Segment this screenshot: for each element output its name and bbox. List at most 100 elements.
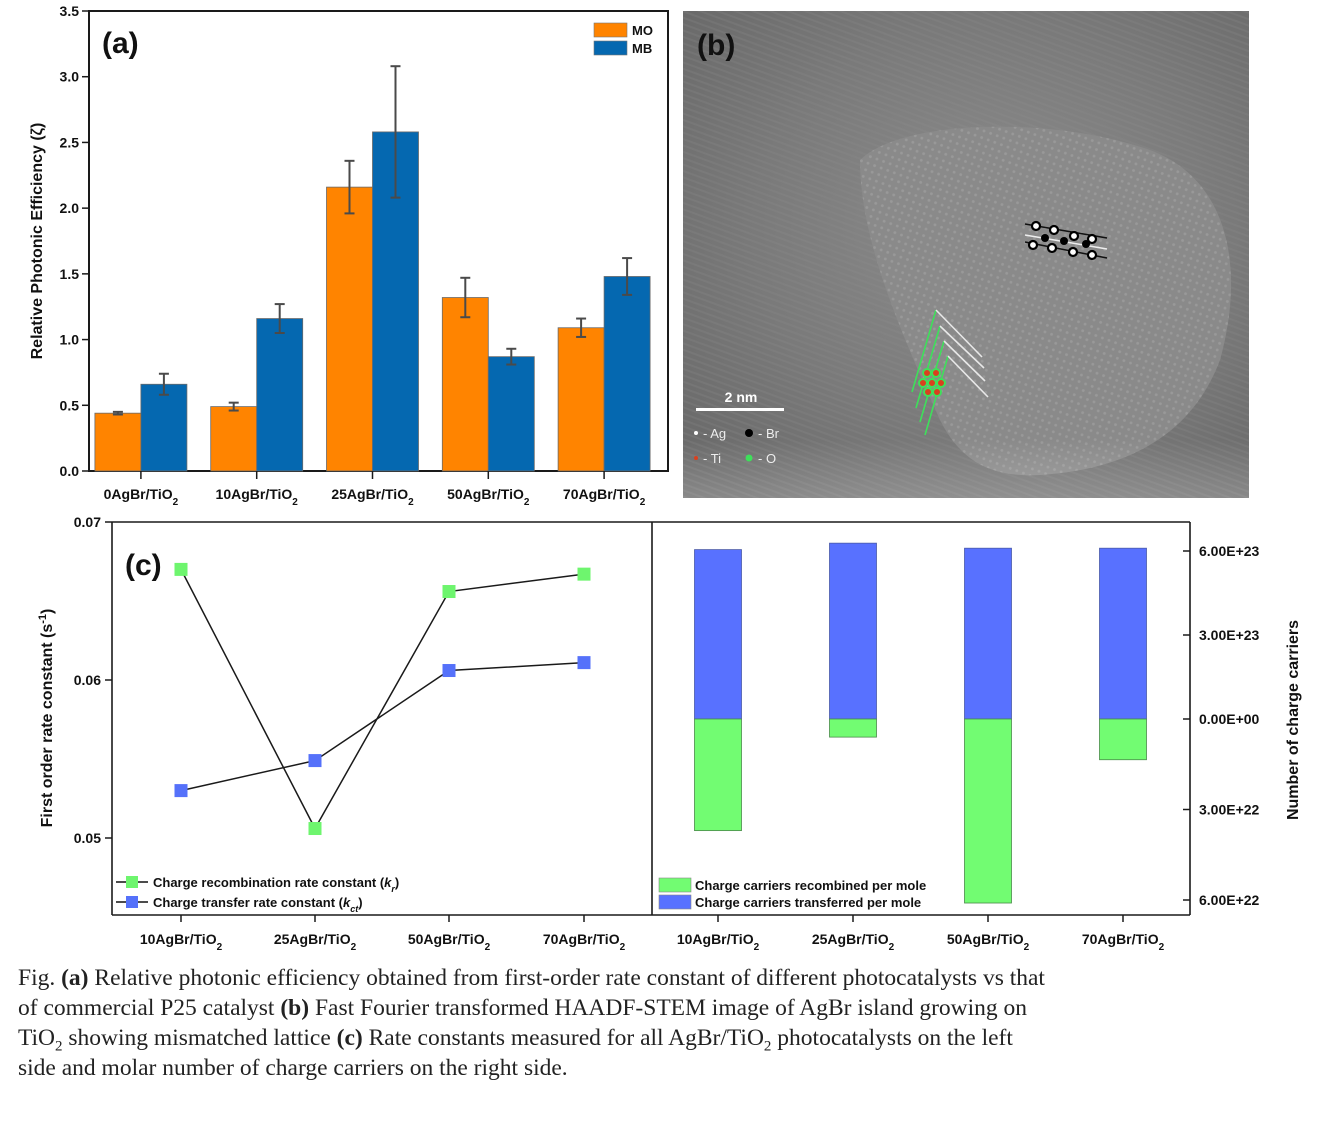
- caption-text: Fast Fourier transformed HAADF-STEM imag…: [309, 995, 1028, 1021]
- caption-panel-ref: (b): [280, 995, 310, 1021]
- caption-line: of commercial P25 catalyst (b) Fast Four…: [18, 993, 1300, 1023]
- tio2-lattice-annotation: [911, 309, 989, 436]
- legend-swatch-transferred: [658, 894, 692, 910]
- legend-kct-close: ): [358, 895, 362, 910]
- x-tick-label-text: 10AgBr/TiO: [140, 931, 217, 947]
- x-tick-label-subscript: 2: [1159, 942, 1165, 953]
- bar-mb: [256, 318, 304, 472]
- caption-text: showing mismatched lattice: [62, 1025, 337, 1051]
- y-tick-label: 0.5: [60, 397, 80, 413]
- x-tick-label: 50AgBr/TiO2: [408, 931, 491, 953]
- agbr-lattice-annotation: [1024, 220, 1108, 261]
- panel-a-legend: MO MB: [593, 22, 653, 56]
- bar-transferred: [1099, 547, 1147, 720]
- bar-mo: [557, 327, 605, 472]
- legend-marker-kr: [126, 876, 138, 888]
- x-tick-label-subscript: 2: [408, 497, 414, 508]
- x-tick-label: 10AgBr/TiO2: [677, 931, 760, 953]
- element-legend: - Ag - Br - Ti - O: [694, 426, 780, 466]
- agbr-lattice-texture: [860, 126, 1232, 476]
- panel-c-label: (c): [125, 549, 162, 582]
- y-tick-label: 2.0: [60, 200, 80, 216]
- x-tick-label-text: 70AgBr/TiO: [563, 486, 640, 502]
- y-tick-label: 0.00E+00: [1199, 711, 1260, 727]
- y-tick-label: 6.00E+23: [1199, 543, 1260, 559]
- y-tick-label: 1.0: [60, 332, 80, 348]
- y-tick-label: 0.05: [74, 830, 101, 846]
- bar-mo: [210, 406, 258, 472]
- panel-b-label: (b): [697, 29, 735, 62]
- y-tick-label: 3.5: [60, 3, 80, 19]
- x-tick-label-text: 70AgBr/TiO: [1082, 931, 1159, 947]
- bar-transferred: [829, 542, 877, 720]
- data-point-kct: [308, 754, 322, 768]
- y-tick-label: 3.00E+22: [1199, 802, 1260, 818]
- data-point-kr: [174, 562, 188, 576]
- data-point-kct: [577, 656, 591, 670]
- bar-mo: [441, 297, 489, 472]
- y-title-main: First order rate constant (s: [39, 624, 56, 828]
- bar-mo: [94, 412, 142, 472]
- legend-label-recombined: Charge carriers recombined per mole: [695, 878, 926, 893]
- legend-br: - Br: [758, 426, 780, 441]
- legend-ti: - Ti: [703, 451, 721, 466]
- panel-a-chart: 0.00.51.01.52.02.53.03.5 0AgBr/TiO2 10AgB…: [29, 3, 669, 508]
- x-tick-label-subscript: 2: [889, 942, 895, 953]
- bar-recombined: [829, 718, 877, 738]
- caption-text: side and molar number of charge carriers…: [18, 1055, 568, 1081]
- legend-label-mo: MO: [632, 23, 653, 38]
- legend-ag: - Ag: [703, 426, 726, 441]
- sem-bright-edge: [683, 440, 1249, 498]
- x-tick-label-subscript: 2: [485, 942, 491, 953]
- legend-kr-close: ): [395, 875, 399, 890]
- data-point-kr: [577, 567, 591, 581]
- bar-transferred: [694, 549, 742, 720]
- x-tick-label-text: 0AgBr/TiO: [104, 486, 173, 502]
- legend-label-kct: Charge transfer rate constant (kct): [153, 895, 363, 914]
- caption-text: TiO: [18, 1025, 56, 1051]
- data-point-kct: [174, 784, 188, 798]
- bar-recombined: [964, 718, 1012, 904]
- legend-swatch-mo: [593, 22, 628, 38]
- x-tick-label: 25AgBr/TiO2: [331, 486, 414, 508]
- bar-transferred: [964, 547, 1012, 720]
- y-title-close: ): [39, 609, 56, 614]
- legend-label-mb: MB: [632, 41, 652, 56]
- x-tick-label: 50AgBr/TiO2: [447, 486, 530, 508]
- panel-c-right-legend: Charge carriers recombined per mole Char…: [658, 877, 926, 910]
- bar-mb: [140, 383, 188, 472]
- panel-a-y-axis-title: Relative Photonic Efficiency (ζ): [29, 123, 46, 360]
- x-tick-label-subscript: 2: [217, 942, 223, 953]
- x-tick-label-subscript: 2: [754, 942, 760, 953]
- x-tick-label-text: 70AgBr/TiO: [543, 931, 620, 947]
- x-tick-label: 0AgBr/TiO2: [104, 486, 179, 508]
- scale-bar-label: 2 nm: [725, 389, 758, 405]
- x-tick-label-subscript: 2: [351, 942, 357, 953]
- x-tick-label-text: 10AgBr/TiO: [677, 931, 754, 947]
- legend-o: - O: [758, 451, 776, 466]
- legend-kct-symbol: k: [343, 895, 351, 910]
- data-point-kct: [442, 664, 456, 678]
- legend-label-kr: Charge recombination rate constant (kr): [153, 875, 399, 894]
- caption-text: Relative photonic efficiency obtained fr…: [88, 965, 1045, 991]
- x-tick-label: 10AgBr/TiO2: [216, 486, 299, 508]
- series-line-kr: [180, 569, 585, 831]
- x-tick-label-subscript: 2: [524, 497, 530, 508]
- x-tick-label: 50AgBr/TiO2: [947, 931, 1030, 953]
- y-tick-label: 2.5: [60, 134, 80, 150]
- y-tick-label: 3.0: [60, 69, 80, 85]
- caption-subscript: 2: [763, 1038, 772, 1055]
- legend-swatch-mb: [593, 40, 628, 56]
- caption-text: of commercial P25 catalyst: [18, 995, 281, 1021]
- caption-line: side and molar number of charge carriers…: [18, 1053, 1300, 1083]
- legend-marker-kct: [126, 896, 138, 908]
- o-marker-icon: [745, 454, 753, 462]
- x-tick-label-text: 25AgBr/TiO: [331, 486, 408, 502]
- caption-text: Rate constants measured for all AgBr/TiO: [362, 1025, 764, 1051]
- bar-mb: [487, 356, 535, 472]
- panel-c-right-y-axis-title: Number of charge carriers: [1285, 620, 1302, 820]
- x-tick-label-text: 50AgBr/TiO: [408, 931, 485, 947]
- x-tick-label-subscript: 2: [173, 497, 179, 508]
- panel-c-right-chart: 0.00E+00 3.00E+23 6.00E+23 3.00E+22 6.00E+22…: [652, 521, 1302, 953]
